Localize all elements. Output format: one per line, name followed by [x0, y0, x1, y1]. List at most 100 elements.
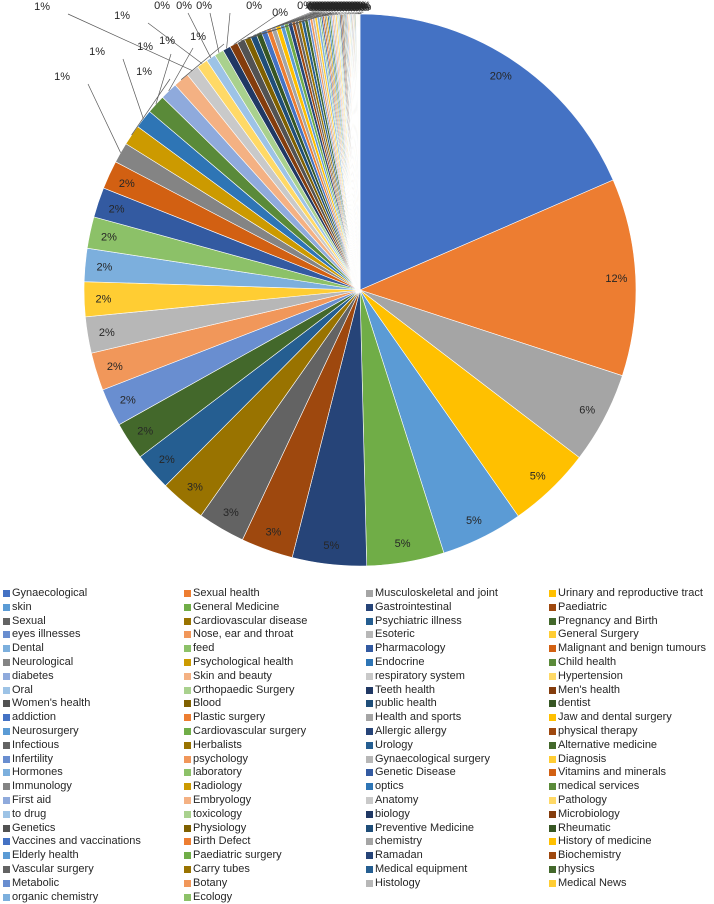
data-label: 2% [99, 327, 115, 339]
data-label: 0% [308, 2, 324, 14]
legend-label: Musculoskeletal and joint [375, 587, 498, 599]
legend-swatch [184, 603, 191, 611]
legend-label: Malignant and benign tumours [558, 642, 706, 655]
data-label: 0% [246, 0, 262, 12]
legend-label: Medical equipment [375, 863, 468, 875]
legend-label: Histology [375, 876, 421, 889]
legend-swatch [366, 714, 373, 722]
data-label: 0% [272, 7, 288, 19]
legend-swatch [366, 769, 373, 777]
data-label: 0% [347, 1, 363, 13]
data-label: 1% [54, 71, 70, 83]
legend-label: to drug [12, 807, 47, 820]
legend-swatch [184, 659, 191, 666]
data-label: 0% [311, 2, 327, 14]
legend-swatch [366, 686, 373, 694]
legend-label: Radiology [193, 780, 242, 793]
legend-swatch [366, 603, 373, 611]
legend-swatch [3, 893, 10, 901]
legend-label: Nose, ear and throat [193, 628, 294, 641]
legend-swatch [549, 631, 556, 639]
data-label: 2% [137, 426, 153, 438]
data-label: 1% [114, 10, 130, 22]
data-label: 0% [313, 2, 329, 14]
leader-line [187, 12, 212, 58]
leader-line [334, 11, 340, 16]
leader-line [337, 10, 342, 16]
leader-line [344, 10, 347, 15]
data-label: 0% [332, 2, 348, 14]
legend-label: Rheumatic [558, 821, 611, 834]
legend-label: laboratory [193, 766, 242, 779]
legend-swatch [184, 893, 191, 901]
data-label: 0% [176, 0, 192, 12]
leader-line [122, 58, 144, 120]
leader-line [352, 10, 355, 15]
data-label: 5% [323, 540, 339, 552]
legend-label: Teeth health [375, 683, 435, 696]
legend-label: Pharmacology [375, 642, 446, 655]
data-label: 0% [328, 0, 344, 12]
data-label: 0% [306, 0, 322, 12]
leader-line [323, 10, 334, 17]
leader-line [226, 12, 231, 49]
data-label: 1% [137, 41, 153, 53]
legend-label: Child health [558, 656, 617, 668]
legend-label: Psychological health [193, 656, 294, 668]
legend-swatch [366, 741, 373, 749]
data-label: 0% [350, 1, 366, 13]
legend-label: Immunology [12, 780, 72, 793]
data-label: 0% [315, 1, 331, 13]
data-label: 6% [579, 405, 595, 417]
leader-line [329, 11, 337, 16]
legend-swatch [549, 797, 556, 804]
legend-swatch [3, 714, 10, 722]
data-label: 0% [322, 0, 338, 12]
data-label: 0% [317, 0, 333, 12]
legend-swatch [3, 852, 10, 860]
legend-swatch [184, 852, 191, 860]
data-label: 0% [354, 2, 370, 14]
data-label: 0% [348, 2, 364, 14]
data-label: 0% [339, 1, 355, 13]
legend-swatch [184, 879, 191, 887]
legend-label: Pathology [558, 794, 607, 806]
legend-swatch [366, 838, 373, 846]
legend-label: diabetes [12, 669, 54, 682]
legend-label: Elderly health [12, 849, 79, 862]
legend-swatch [3, 645, 10, 653]
legend-swatch [3, 741, 10, 749]
legend-label: Hormones [12, 766, 63, 779]
legend-swatch [549, 686, 556, 694]
legend-label: Biochemistry [558, 849, 621, 862]
data-label: 3% [223, 507, 239, 519]
data-label: 1% [136, 66, 152, 78]
legend-label: Ecology [193, 890, 233, 903]
data-label: 0% [309, 0, 325, 12]
data-label: 0% [347, 0, 363, 12]
legend-label: optics [375, 780, 404, 793]
leader-line [168, 47, 194, 92]
legend-label: Diagnosis [558, 752, 607, 765]
data-label: 0% [324, 2, 340, 14]
data-label: 0% [312, 1, 328, 13]
data-label: 0% [337, 1, 353, 13]
leader-line [209, 12, 220, 53]
legend-swatch [549, 769, 556, 777]
legend-label: Herbalists [193, 738, 242, 751]
data-label: 0% [338, 0, 354, 12]
legend-label: First aid [12, 794, 52, 806]
leader-line [354, 10, 358, 15]
legend-swatch [549, 879, 556, 887]
legend-swatch [3, 755, 10, 763]
legend-label: Gynaecological [12, 587, 88, 599]
data-label: 0% [331, 1, 347, 13]
data-label: 0% [336, 0, 352, 12]
legend-swatch [184, 783, 191, 791]
data-label: 2% [159, 454, 175, 466]
pie-plot-area: 20% 12% 6% 5% 5% 5% 5% 3% 3% 3% 2% 2% 2% 2% 2% 2% 2% 2% 2%… [34, 0, 637, 567]
legend-label: Gynaecological surgery [375, 752, 490, 765]
data-label: 0% [319, 2, 335, 14]
legend-label: Sexual [12, 614, 46, 627]
data-label: 5% [466, 515, 482, 527]
